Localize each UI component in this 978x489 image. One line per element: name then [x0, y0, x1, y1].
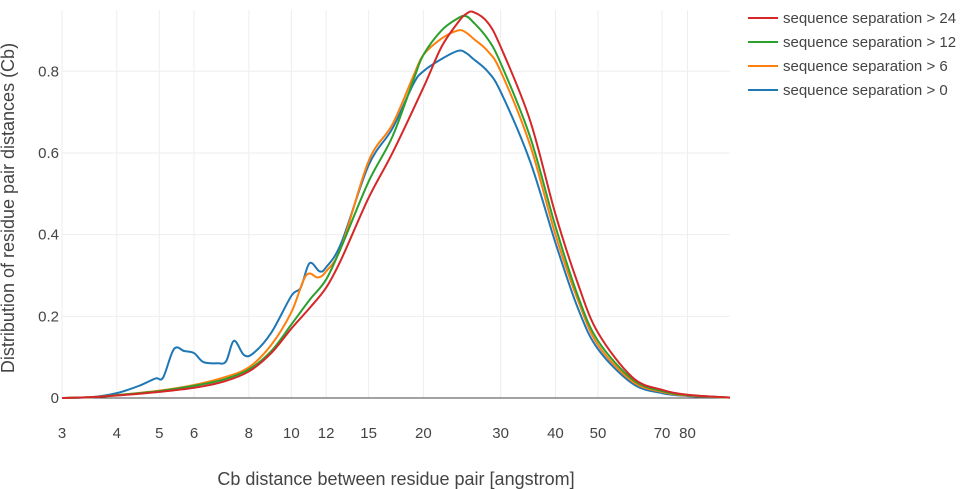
y-tick-label: 0: [51, 390, 59, 407]
series-line-sequence-separation-24[interactable]: [61, 10, 731, 399]
legend-label: sequence separation > 12: [783, 34, 956, 51]
legend-item[interactable]: sequence separation > 12: [748, 34, 956, 51]
x-tick-label: 80: [679, 425, 696, 442]
legend[interactable]: sequence separation > 24 sequence separat…: [748, 10, 956, 99]
y-tick-label: 0.8: [38, 63, 59, 80]
x-tick-label: 70: [654, 425, 671, 442]
legend-label: sequence separation > 0: [783, 82, 948, 99]
x-tick-label: 12: [318, 425, 335, 442]
x-tick-label: 3: [58, 425, 66, 442]
series-group: [61, 10, 731, 399]
y-tick-label: 0.2: [38, 308, 59, 325]
y-tick-label: 0.4: [38, 227, 59, 244]
series-line-sequence-separation-0[interactable]: [61, 49, 731, 399]
x-tick-label: 40: [547, 425, 564, 442]
legend-label: sequence separation > 24: [783, 10, 956, 27]
x-tick-label: 6: [190, 425, 198, 442]
x-tick-label: 5: [155, 425, 163, 442]
x-tick-label: 30: [492, 425, 509, 442]
x-tick-label: 10: [283, 425, 300, 442]
legend-label: sequence separation > 6: [783, 58, 948, 75]
x-tick-label: 50: [590, 425, 607, 442]
y-axis-title: Distribution of residue pair distances (…: [0, 43, 18, 373]
legend-item[interactable]: sequence separation > 0: [748, 82, 948, 99]
y-gridlines: [62, 70, 730, 317]
legend-item[interactable]: sequence separation > 6: [748, 58, 948, 75]
x-tick-label: 20: [415, 425, 432, 442]
x-gridlines: [61, 10, 688, 398]
series-line-sequence-separation-6[interactable]: [61, 29, 731, 399]
x-tick-labels: 3 4 5 6 8 10 12 15 20 30 40 50 70 80: [58, 425, 696, 442]
legend-item[interactable]: sequence separation > 24: [748, 10, 956, 27]
x-tick-label: 15: [360, 425, 377, 442]
x-tick-label: 8: [245, 425, 253, 442]
y-tick-labels: 0 0.2 0.4 0.6 0.8: [38, 63, 59, 407]
x-tick-label: 4: [113, 425, 121, 442]
y-tick-label: 0.6: [38, 145, 59, 162]
x-axis-title: Cb distance between residue pair [angstr…: [217, 469, 574, 489]
series-line-sequence-separation-12[interactable]: [61, 14, 731, 399]
